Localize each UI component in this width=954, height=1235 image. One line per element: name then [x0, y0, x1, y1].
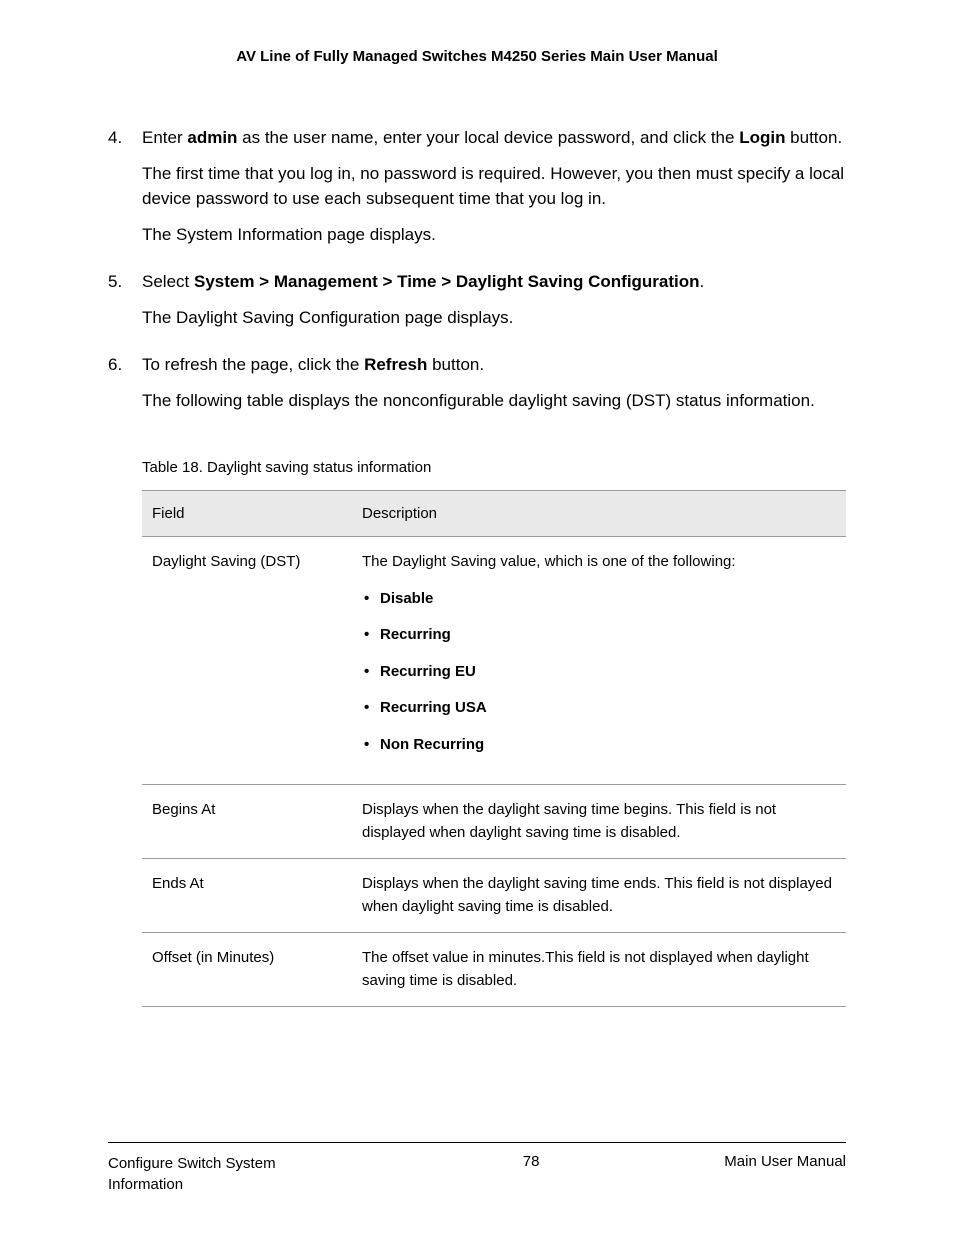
- cell-field: Begins At: [142, 785, 352, 859]
- text: button.: [427, 355, 484, 374]
- text: Select: [142, 272, 194, 291]
- col-header-description: Description: [352, 491, 846, 537]
- table-caption: Table 18. Daylight saving status informa…: [142, 459, 846, 476]
- step-5-body: Select System > Management > Time > Dayl…: [142, 269, 846, 330]
- text: .: [700, 272, 705, 291]
- cell-field: Daylight Saving (DST): [142, 537, 352, 785]
- step-6-body: To refresh the page, click the Refresh b…: [142, 352, 846, 413]
- footer-right: Main User Manual: [724, 1153, 846, 1170]
- list-item: Disable: [362, 588, 836, 611]
- document-page: AV Line of Fully Managed Switches M4250 …: [0, 0, 954, 1235]
- step-5-line2: The Daylight Saving Configuration page d…: [142, 305, 846, 331]
- footer-row: Configure Switch System Information 78 M…: [108, 1153, 846, 1195]
- footer-left: Configure Switch System Information: [108, 1153, 338, 1195]
- table-row: Daylight Saving (DST) The Daylight Savin…: [142, 537, 846, 785]
- table-row: Ends At Displays when the daylight savin…: [142, 859, 846, 933]
- step-5-number: 5.: [108, 269, 142, 330]
- text: To refresh the page, click the: [142, 355, 364, 374]
- step-6-number: 6.: [108, 352, 142, 413]
- step-4: 4. Enter admin as the user name, enter y…: [108, 125, 846, 247]
- table-row: Begins At Displays when the daylight sav…: [142, 785, 846, 859]
- dst-status-table: Field Description Daylight Saving (DST) …: [142, 490, 846, 1007]
- cell-description: Displays when the daylight saving time b…: [352, 785, 846, 859]
- text: as the user name, enter your local devic…: [237, 128, 739, 147]
- table-row: Offset (in Minutes) The offset value in …: [142, 933, 846, 1007]
- nav-path-bold: System > Management > Time > Daylight Sa…: [194, 272, 700, 291]
- cell-description: The offset value in minutes.This field i…: [352, 933, 846, 1007]
- list-item: Recurring USA: [362, 697, 836, 720]
- step-4-body: Enter admin as the user name, enter your…: [142, 125, 846, 247]
- list-item: Recurring: [362, 624, 836, 647]
- refresh-bold: Refresh: [364, 355, 427, 374]
- dst-value-list: Disable Recurring Recurring EU Recurring…: [362, 588, 836, 757]
- page-header-title: AV Line of Fully Managed Switches M4250 …: [108, 48, 846, 65]
- step-4-line1: Enter admin as the user name, enter your…: [142, 125, 846, 151]
- footer-rule: [108, 1142, 846, 1143]
- footer-page-number: 78: [338, 1153, 724, 1170]
- list-item: Non Recurring: [362, 734, 836, 757]
- step-4-line2: The first time that you log in, no passw…: [142, 161, 846, 212]
- step-4-number: 4.: [108, 125, 142, 247]
- login-bold: Login: [739, 128, 785, 147]
- desc-intro: The Daylight Saving value, which is one …: [362, 553, 736, 570]
- step-6: 6. To refresh the page, click the Refres…: [108, 352, 846, 413]
- cell-description: Displays when the daylight saving time e…: [352, 859, 846, 933]
- list-item: Recurring EU: [362, 661, 836, 684]
- step-4-line3: The System Information page displays.: [142, 222, 846, 248]
- step-6-line1: To refresh the page, click the Refresh b…: [142, 352, 846, 378]
- text: button.: [785, 128, 842, 147]
- text: Enter: [142, 128, 187, 147]
- step-5: 5. Select System > Management > Time > D…: [108, 269, 846, 330]
- page-footer: Configure Switch System Information 78 M…: [108, 1142, 846, 1195]
- cell-description: The Daylight Saving value, which is one …: [352, 537, 846, 785]
- table-header-row: Field Description: [142, 491, 846, 537]
- cell-field: Offset (in Minutes): [142, 933, 352, 1007]
- col-header-field: Field: [142, 491, 352, 537]
- cell-field: Ends At: [142, 859, 352, 933]
- admin-bold: admin: [187, 128, 237, 147]
- step-6-line2: The following table displays the nonconf…: [142, 388, 846, 414]
- step-5-line1: Select System > Management > Time > Dayl…: [142, 269, 846, 295]
